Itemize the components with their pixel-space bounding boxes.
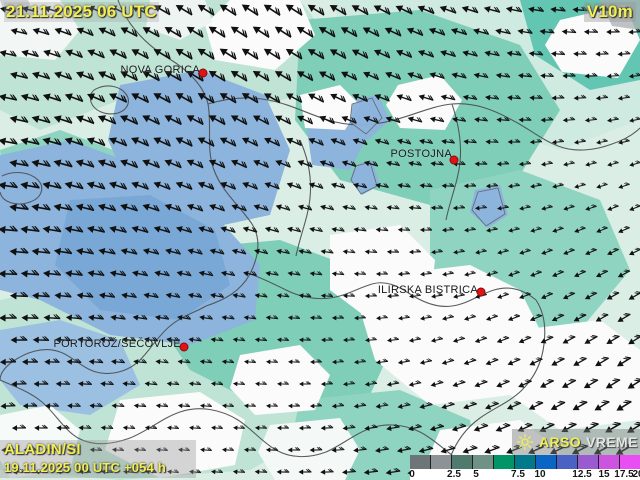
- colorbar-tick-0: 0: [409, 469, 415, 480]
- map-datetime-label: 21.11.2025 06 UTC: [4, 2, 159, 22]
- colorbar-bin-10: [620, 455, 640, 469]
- colorbar-bin-2: [452, 455, 473, 469]
- colorbar-strip: [410, 455, 640, 469]
- colorbar-tick-10: 10: [534, 469, 546, 480]
- colorbar-bin-5: [515, 455, 536, 469]
- model-name-label: ALADIN/SI: [4, 441, 81, 458]
- colorbar-tick-7.5: 7.5: [511, 469, 525, 480]
- colorbar-bin-1: [431, 455, 452, 469]
- colorbar-tick-15: 15: [598, 469, 610, 480]
- arso-vreme-logo[interactable]: ARSO VREME: [512, 429, 640, 455]
- city-marker-dot[interactable]: [179, 342, 189, 352]
- colorbar-bin-0: [410, 455, 431, 469]
- sun-rays-icon: [516, 433, 534, 451]
- colorbar-bin-6: [536, 455, 557, 469]
- colorbar-bin-3: [473, 455, 494, 469]
- colorbar-bin-8: [578, 455, 599, 469]
- map-variable-label: V10m: [583, 2, 636, 22]
- colorbar-tick-5: 5: [473, 469, 479, 480]
- colorbar-tick-2.5: 2.5: [447, 469, 461, 480]
- colorbar-bin-4: [494, 455, 515, 469]
- city-label: POSTOJNA: [390, 148, 452, 160]
- colorbar-tick-20: 20: [632, 469, 640, 480]
- colorbar-bin-7: [557, 455, 578, 469]
- model-info-panel: [0, 440, 196, 478]
- city-marker-dot[interactable]: [449, 155, 459, 165]
- colorbar-tick-12.5: 12.5: [572, 469, 592, 480]
- city-label: PORTOROŽ/SEČOVLJE: [53, 338, 181, 350]
- colorbar-tick-labels: 0 2.5 5 7.5 10 12.5 15 17.520: [409, 469, 640, 480]
- model-run-label: 19.11.2025 00 UTC +054 h: [4, 460, 166, 475]
- logo-brand-text: ARSO: [539, 434, 582, 450]
- legend-colorbar: 0 2.5 5 7.5 10 12.5 15 17.520: [409, 455, 640, 480]
- colorbar-bin-9: [599, 455, 620, 469]
- city-label: ILIRSKA BISTRICA: [377, 284, 478, 296]
- logo-sub-text: VREME: [586, 434, 638, 450]
- colorbar-tick-17.5: 17.5: [614, 469, 634, 480]
- city-marker-dot[interactable]: [476, 287, 486, 297]
- city-label: NOVA GORICA: [120, 64, 200, 76]
- city-marker-dot[interactable]: [198, 68, 208, 78]
